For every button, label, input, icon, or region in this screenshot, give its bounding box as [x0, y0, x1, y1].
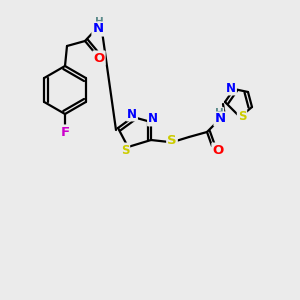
Text: N: N	[214, 112, 226, 125]
Text: O: O	[212, 143, 224, 157]
Text: N: N	[226, 82, 236, 94]
Text: S: S	[167, 134, 177, 148]
Text: N: N	[127, 107, 137, 121]
Text: N: N	[92, 22, 104, 35]
Text: O: O	[93, 52, 105, 64]
Text: H: H	[214, 108, 224, 118]
Text: H: H	[94, 17, 103, 27]
Text: S: S	[238, 110, 246, 122]
Text: N: N	[148, 112, 158, 125]
Text: S: S	[121, 143, 129, 157]
Text: F: F	[60, 125, 70, 139]
